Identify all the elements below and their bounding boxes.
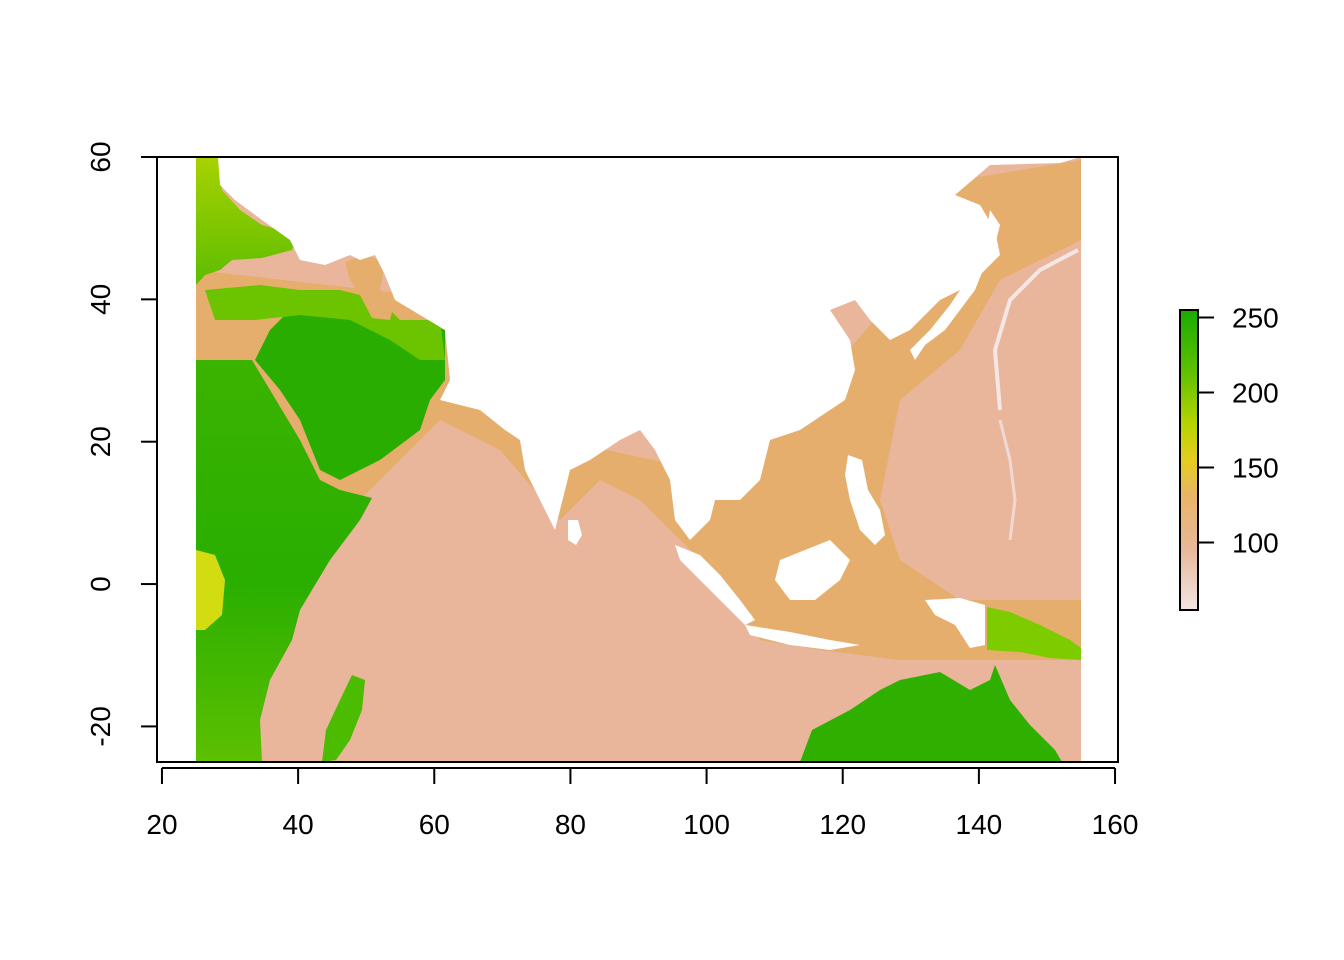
- legend-tick-label: 200: [1232, 378, 1279, 409]
- y-axis: -20 0 20 40 60: [85, 141, 158, 747]
- x-tick-label: 100: [683, 809, 730, 840]
- color-legend: 100 150 200 250: [1179, 303, 1279, 611]
- x-tick-label: 80: [555, 809, 586, 840]
- legend-ticks: 100 150 200 250: [1198, 303, 1279, 559]
- y-tick-label: -20: [85, 706, 116, 746]
- x-axis: 20 40 60 80 100 120 140 160: [146, 767, 1139, 840]
- new-guinea-land: [987, 607, 1081, 660]
- x-tick-label: 160: [1092, 809, 1139, 840]
- legend-tick-label: 100: [1232, 528, 1279, 559]
- mariana-trench: [998, 419, 1017, 541]
- y-tick-label: 40: [85, 284, 116, 315]
- philippines-nodata: [845, 455, 885, 545]
- x-tick-label: 40: [283, 809, 314, 840]
- caspian-sea: [345, 255, 395, 320]
- x-tick-label: 60: [419, 809, 450, 840]
- y-tick-label: 0: [85, 576, 116, 592]
- x-tick-label: 120: [819, 809, 866, 840]
- sri-lanka-nodata: [568, 520, 582, 545]
- y-tick-label: 20: [85, 426, 116, 457]
- congo-basin-land: [196, 550, 225, 630]
- pacific-trench: [992, 248, 1079, 411]
- indonesia-nodata: [675, 540, 860, 650]
- legend-tick-label: 150: [1232, 453, 1279, 484]
- map-raster: [196, 157, 1081, 762]
- africa-land: [196, 157, 372, 762]
- legend-colorbar: [1179, 309, 1199, 611]
- japan-nodata: [910, 210, 1000, 360]
- australia-land: [800, 665, 1062, 762]
- asia-shelf: [196, 160, 1081, 660]
- x-tick-label: 140: [956, 809, 1003, 840]
- x-tick-label: 20: [146, 809, 177, 840]
- madagascar-land: [322, 675, 365, 762]
- anatolia-iran-land: [205, 285, 445, 360]
- timor-gap-nodata: [925, 598, 985, 648]
- asia-nodata: [218, 157, 1081, 540]
- y-tick-label: 60: [85, 141, 116, 172]
- legend-tick-label: 250: [1232, 303, 1279, 334]
